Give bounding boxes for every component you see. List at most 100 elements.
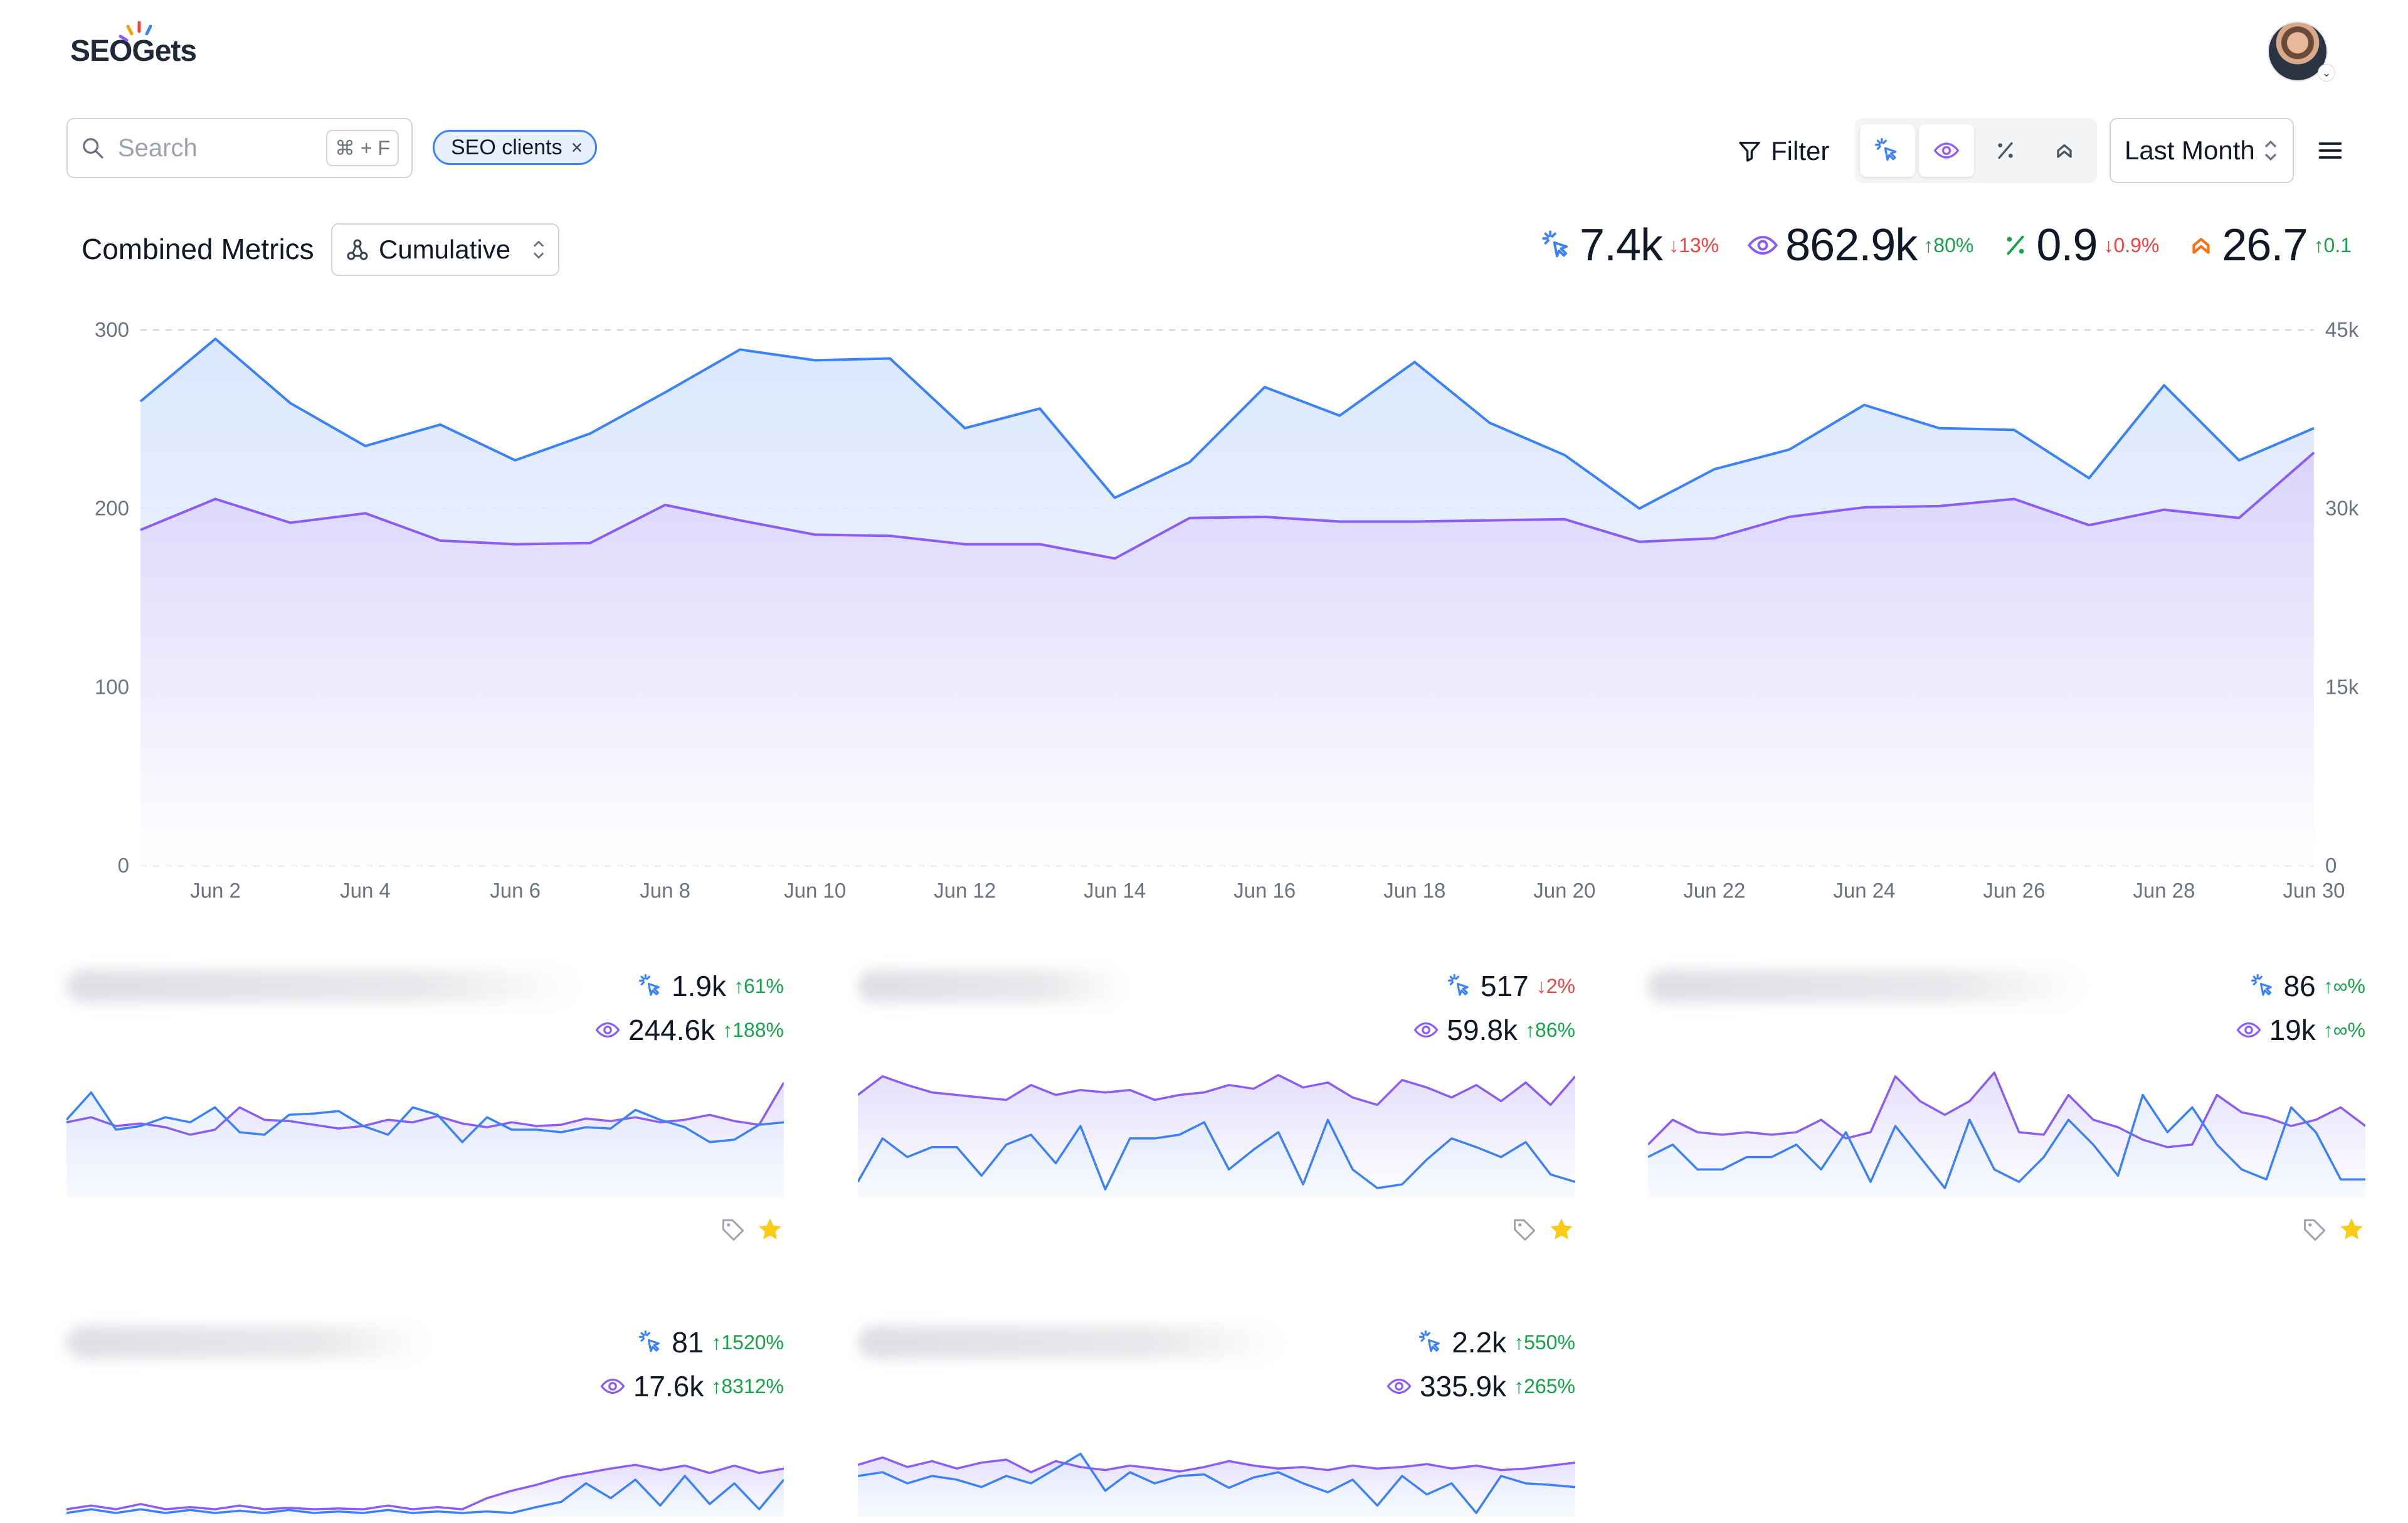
kpi-value: 862.9k bbox=[1785, 220, 1918, 270]
sparkline-chart[interactable] bbox=[66, 1435, 784, 1523]
star-icon[interactable] bbox=[756, 1216, 784, 1243]
filter-chip[interactable]: SEO clients × bbox=[433, 130, 598, 165]
toggle-ctr[interactable] bbox=[1978, 124, 2033, 177]
y-left-tick: 0 bbox=[118, 854, 129, 877]
kpi-change: ↑80% bbox=[1923, 233, 1974, 257]
impressions-line bbox=[858, 1074, 1575, 1106]
mode-select[interactable]: Cumulative bbox=[331, 223, 559, 276]
cursor-click-icon bbox=[1447, 974, 1469, 996]
combined-metrics-title: Combined Metrics bbox=[82, 233, 314, 265]
card-clicks: 2.2k ↑550% bbox=[1418, 1325, 1575, 1360]
tags-icon[interactable] bbox=[2301, 1216, 2329, 1243]
clicks-line bbox=[858, 1452, 1575, 1514]
period-select[interactable]: Last Month bbox=[2110, 118, 2294, 183]
logo[interactable]: SEOGets bbox=[70, 21, 197, 79]
site-url-blurred[interactable] bbox=[66, 1326, 430, 1359]
y-right-tick: 15k bbox=[2325, 675, 2359, 698]
card-impressions: 335.9k ↑265% bbox=[1386, 1369, 1575, 1404]
star-icon[interactable] bbox=[1548, 1216, 1575, 1243]
metric-value: 59.8k bbox=[1447, 1014, 1518, 1046]
series-line bbox=[140, 451, 2315, 560]
search-icon bbox=[83, 138, 103, 159]
chevrons-up-icon bbox=[2057, 144, 2072, 158]
metric-value: 81 bbox=[672, 1326, 704, 1359]
clicks-line bbox=[858, 1118, 1575, 1191]
x-tick: Jun 28 bbox=[2133, 879, 2195, 902]
toggle-position[interactable] bbox=[2037, 124, 2092, 177]
site-url-blurred[interactable] bbox=[858, 970, 1127, 1002]
kpi-value: 0.9 bbox=[2036, 220, 2098, 270]
chevron-updown-icon bbox=[2264, 140, 2277, 161]
toggle-impressions[interactable] bbox=[1919, 124, 1974, 177]
sparkline-chart[interactable] bbox=[858, 1066, 1575, 1204]
site-card[interactable]: 81 ↑1520% 17.6k ↑8312% bbox=[66, 1322, 784, 1517]
chevrons-up-icon bbox=[2192, 238, 2210, 254]
card-clicks: 86 ↑∞% bbox=[2250, 968, 2365, 1004]
kpi-impressions: 862.9k ↑80% bbox=[1746, 220, 1973, 271]
percent-icon bbox=[1998, 142, 2013, 159]
clicks-area bbox=[66, 1092, 784, 1198]
x-tick: Jun 8 bbox=[640, 879, 690, 902]
y-right-tick: 30k bbox=[2325, 497, 2359, 520]
search-placeholder: Search bbox=[118, 134, 198, 162]
card-clicks: 517 ↓2% bbox=[1447, 968, 1575, 1004]
toggle-clicks[interactable] bbox=[1860, 124, 1915, 177]
menu-icon[interactable] bbox=[2316, 137, 2344, 164]
x-tick: Jun 6 bbox=[490, 879, 541, 902]
sparkline-chart[interactable] bbox=[66, 1066, 784, 1204]
metric-change: ↓2% bbox=[1536, 974, 1575, 997]
eye-icon bbox=[1933, 142, 1960, 159]
metric-change: ↑8312% bbox=[711, 1374, 784, 1398]
x-tick: Jun 26 bbox=[1983, 879, 2045, 902]
chevron-updown-icon bbox=[533, 240, 544, 259]
combined-chart[interactable]: 0 100 200 300 0 15k 30k 45k Jun 2 Jun 4 Jun 6 Jun 8… bbox=[0, 301, 2408, 916]
x-tick: Jun 18 bbox=[1383, 879, 1445, 902]
filter-button[interactable]: Filter bbox=[1737, 130, 1829, 172]
tags-icon[interactable] bbox=[720, 1216, 747, 1243]
logo-text: SEOGets bbox=[70, 34, 197, 68]
x-tick: Jun 12 bbox=[934, 879, 996, 902]
cursor-click-icon bbox=[1875, 138, 1897, 161]
search-input[interactable]: Search ⌘ + F bbox=[66, 118, 413, 178]
metric-value: 17.6k bbox=[633, 1370, 704, 1403]
x-tick: Jun 22 bbox=[1683, 879, 1745, 902]
x-tick: Jun 24 bbox=[1833, 879, 1895, 902]
kpi-row: 7.4k ↓13% 862.9k ↑80% 0.9 ↓0.9% 26.7 ↑0.… bbox=[1541, 220, 2352, 271]
site-url-blurred[interactable] bbox=[66, 970, 581, 1002]
x-tick: Jun 20 bbox=[1533, 879, 1595, 902]
metric-change: ↑61% bbox=[733, 974, 784, 997]
clicks-line bbox=[66, 1091, 784, 1144]
sparkline-chart[interactable] bbox=[1648, 1066, 2365, 1204]
sparkline-chart[interactable] bbox=[858, 1435, 1575, 1523]
cursor-click-icon bbox=[638, 974, 660, 996]
tags-icon[interactable] bbox=[1511, 1216, 1539, 1243]
x-tick: Jun 30 bbox=[2283, 879, 2345, 902]
search-shortcut: ⌘ + F bbox=[325, 130, 399, 166]
site-card[interactable]: 517 ↓2% 59.8k ↑86% bbox=[858, 966, 1575, 1261]
metric-value: 2.2k bbox=[1452, 1326, 1507, 1359]
cursor-click-icon bbox=[1419, 1330, 1440, 1352]
y-right-tick: 45k bbox=[2325, 318, 2359, 341]
site-url-blurred[interactable] bbox=[858, 1326, 1284, 1359]
metric-value: 517 bbox=[1481, 970, 1529, 1002]
series-line bbox=[139, 337, 2315, 510]
cursor-click-icon bbox=[639, 1330, 660, 1352]
site-card[interactable]: 86 ↑∞% 19k ↑∞% bbox=[1648, 966, 2365, 1261]
card-clicks: 81 ↑1520% bbox=[638, 1325, 784, 1360]
x-tick: Jun 10 bbox=[784, 879, 846, 902]
star-icon[interactable] bbox=[2338, 1216, 2365, 1243]
avatar-chevron-down-icon[interactable]: ⌄ bbox=[2318, 64, 2335, 82]
close-icon[interactable]: × bbox=[571, 135, 583, 159]
site-url-blurred[interactable] bbox=[1648, 970, 2087, 1002]
card-impressions: 59.8k ↑86% bbox=[1413, 1012, 1575, 1048]
metric-change: ↑265% bbox=[1514, 1374, 1575, 1398]
series-area bbox=[140, 452, 2314, 866]
metric-change: ↑86% bbox=[1524, 1018, 1575, 1041]
kpi-change: ↓0.9% bbox=[2103, 233, 2160, 257]
cursor-click-icon bbox=[1542, 230, 1568, 258]
site-card[interactable]: 1.9k ↑61% 244.6k ↑188% bbox=[66, 966, 784, 1261]
eye-icon bbox=[595, 1022, 620, 1038]
logo-mark-icon bbox=[119, 21, 152, 42]
card-impressions: 19k ↑∞% bbox=[2236, 1012, 2365, 1048]
site-card[interactable]: 2.2k ↑550% 335.9k ↑265% bbox=[858, 1322, 1575, 1517]
